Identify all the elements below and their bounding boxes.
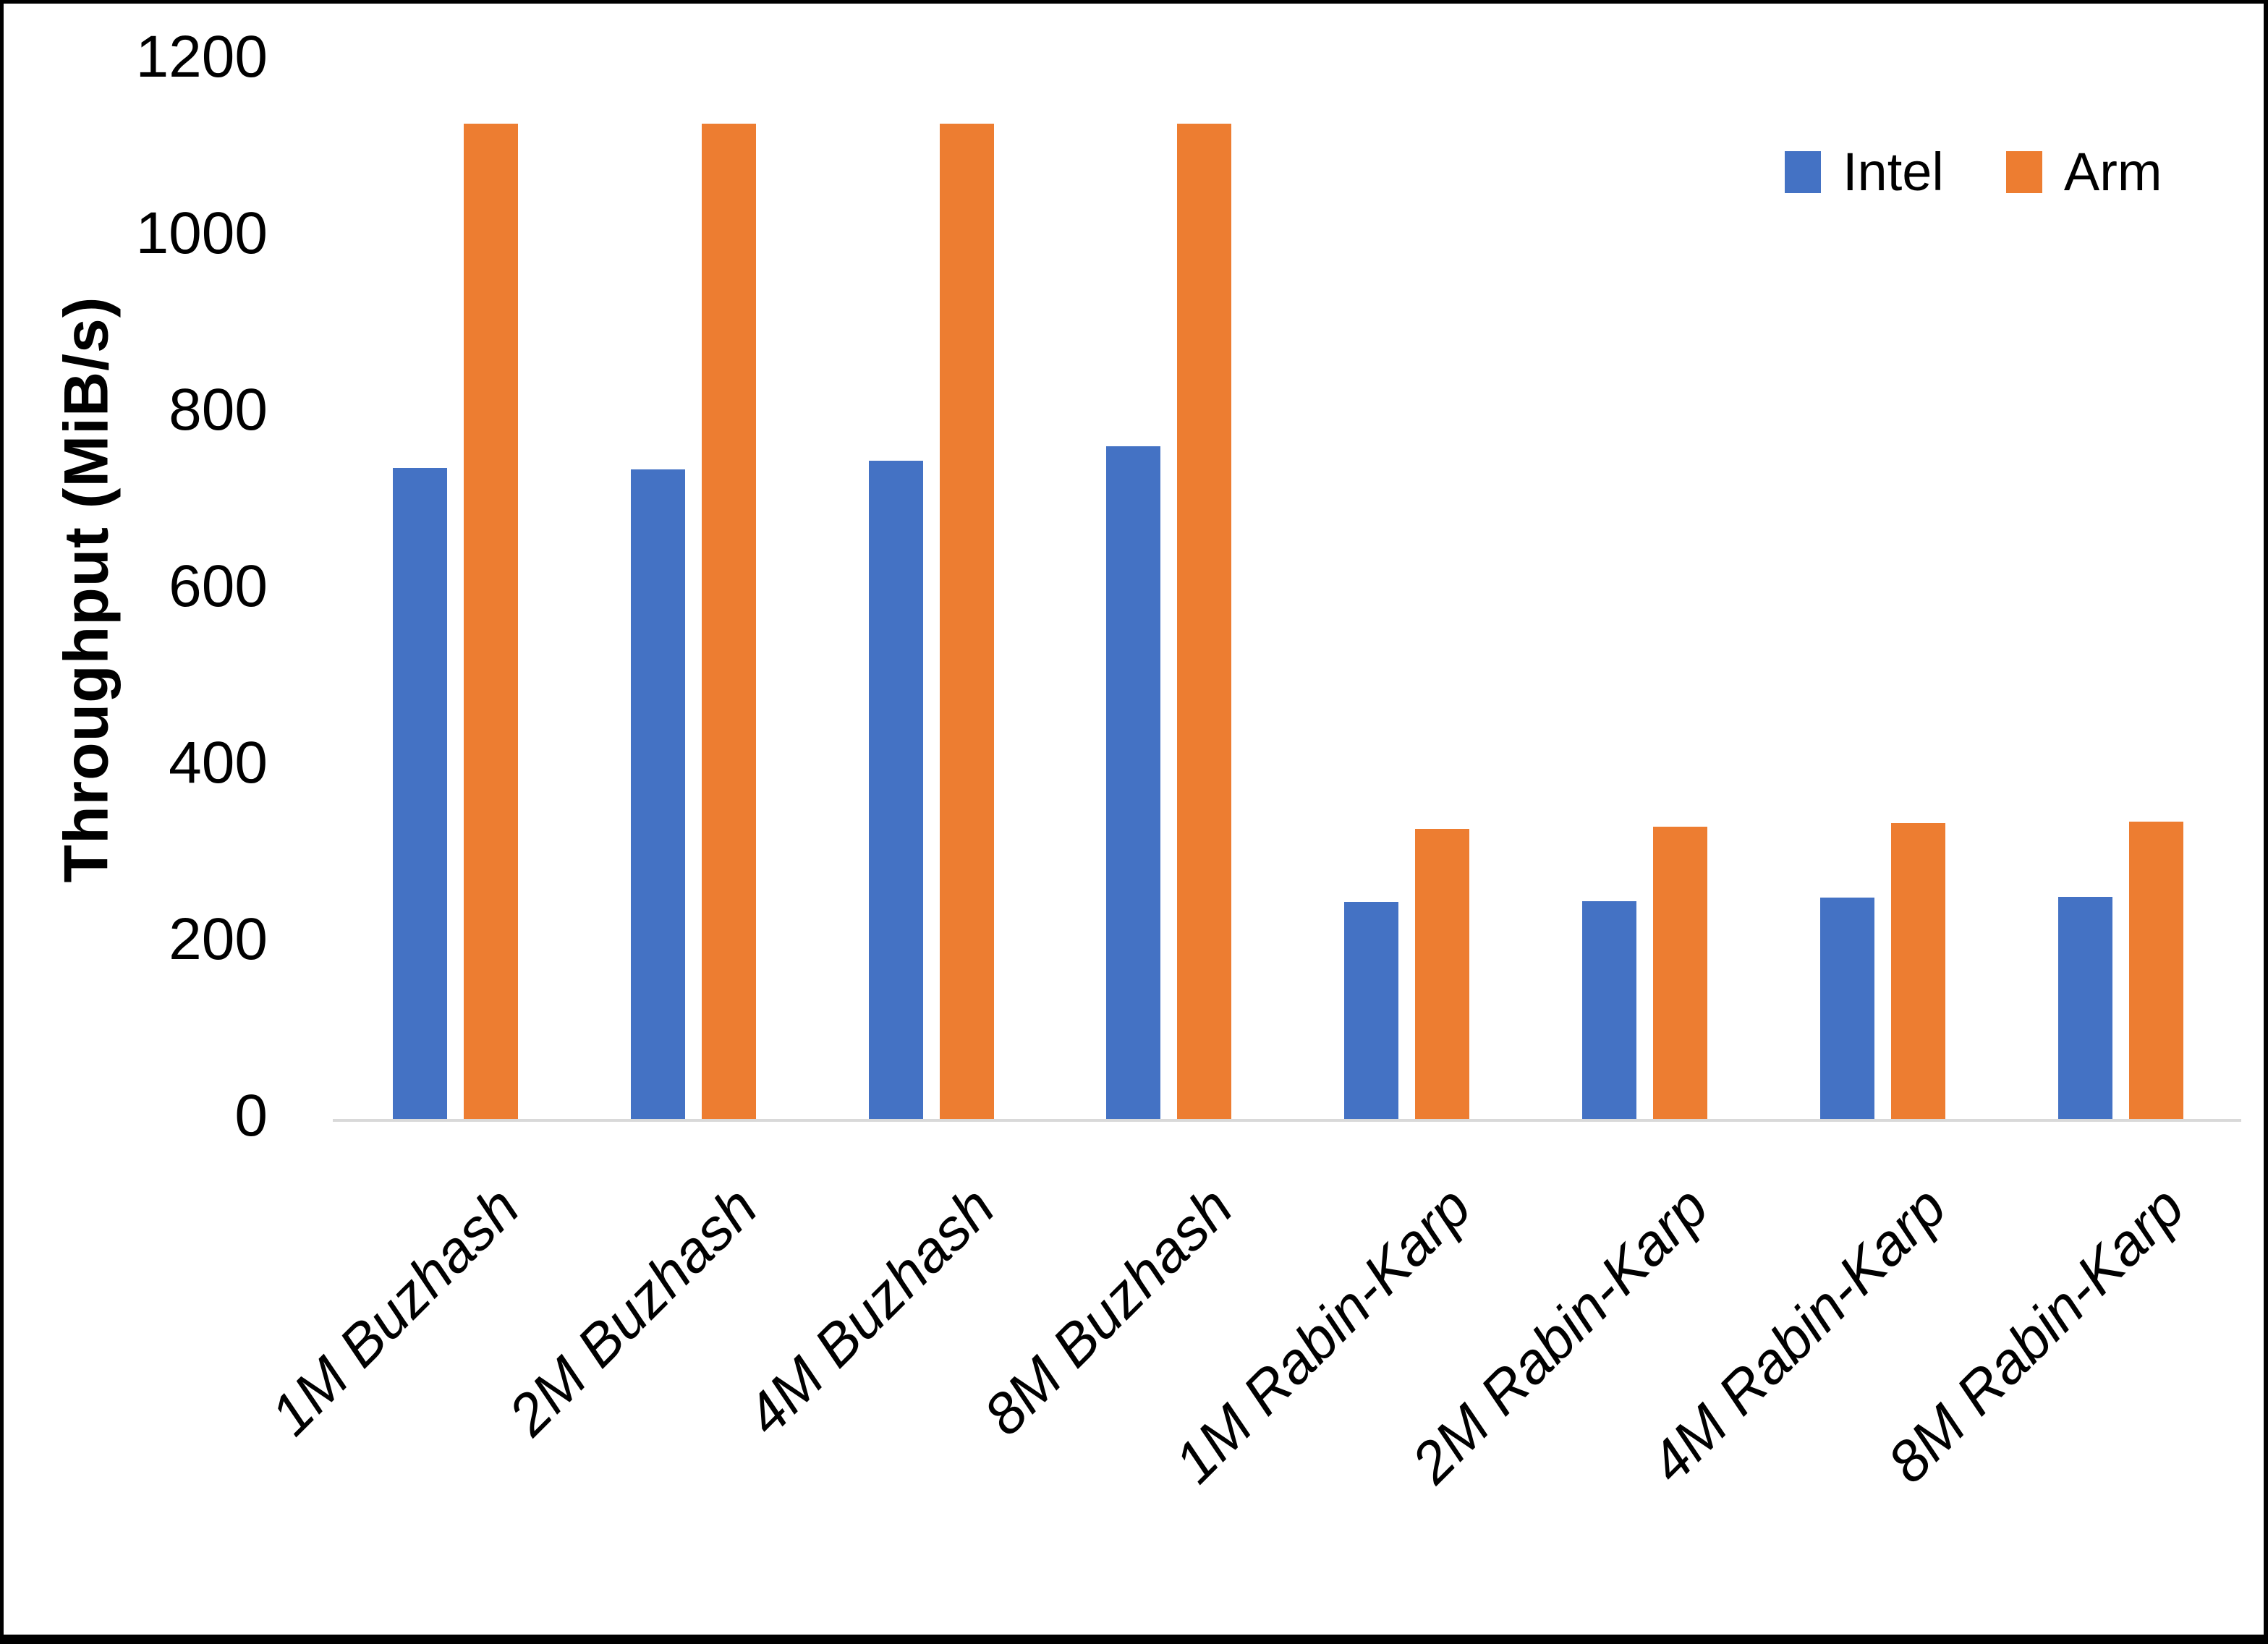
y-tick-label: 600 [169,553,268,620]
y-tick-label: 800 [169,377,268,443]
legend-swatch-arm [2005,151,2042,193]
bar-arm-8 [2129,822,2183,1119]
legend-item-intel: Intel [1785,145,1944,199]
bar-arm-1 [464,124,518,1119]
x-category-label: 4M Buzhash [734,1174,1007,1448]
y-tick-label: 0 [234,1083,268,1149]
bar-arm-7 [1891,823,1945,1119]
bar-intel-1 [393,468,447,1119]
bar-intel-3 [869,461,923,1119]
legend-swatch-intel [1785,151,1821,193]
bar-intel-4 [1106,446,1160,1119]
x-axis-line [333,1119,2241,1122]
y-tick-label: 400 [169,730,268,796]
bar-arm-6 [1653,827,1707,1119]
bar-intel-2 [631,469,685,1119]
bar-arm-4 [1177,124,1231,1119]
bar-intel-7 [1820,898,1874,1119]
y-tick-label: 1200 [135,24,268,90]
bar-arm-3 [940,124,994,1119]
x-category-label: 1M Buzhash [258,1174,532,1448]
legend-item-arm: Arm [2005,142,2162,202]
bar-intel-5 [1344,902,1398,1119]
legend-label: Arm [2063,142,2162,202]
bar-arm-5 [1415,829,1469,1119]
bar-intel-8 [2058,897,2112,1119]
y-tick-label: 200 [169,906,268,973]
y-tick-label: 1000 [135,200,268,267]
bar-intel-6 [1582,901,1636,1119]
legend: Intel Arm [1785,145,2162,199]
x-category-label: 2M Buzhash [496,1174,769,1448]
legend-label: Intel [1843,142,1944,202]
bar-arm-2 [702,124,756,1119]
